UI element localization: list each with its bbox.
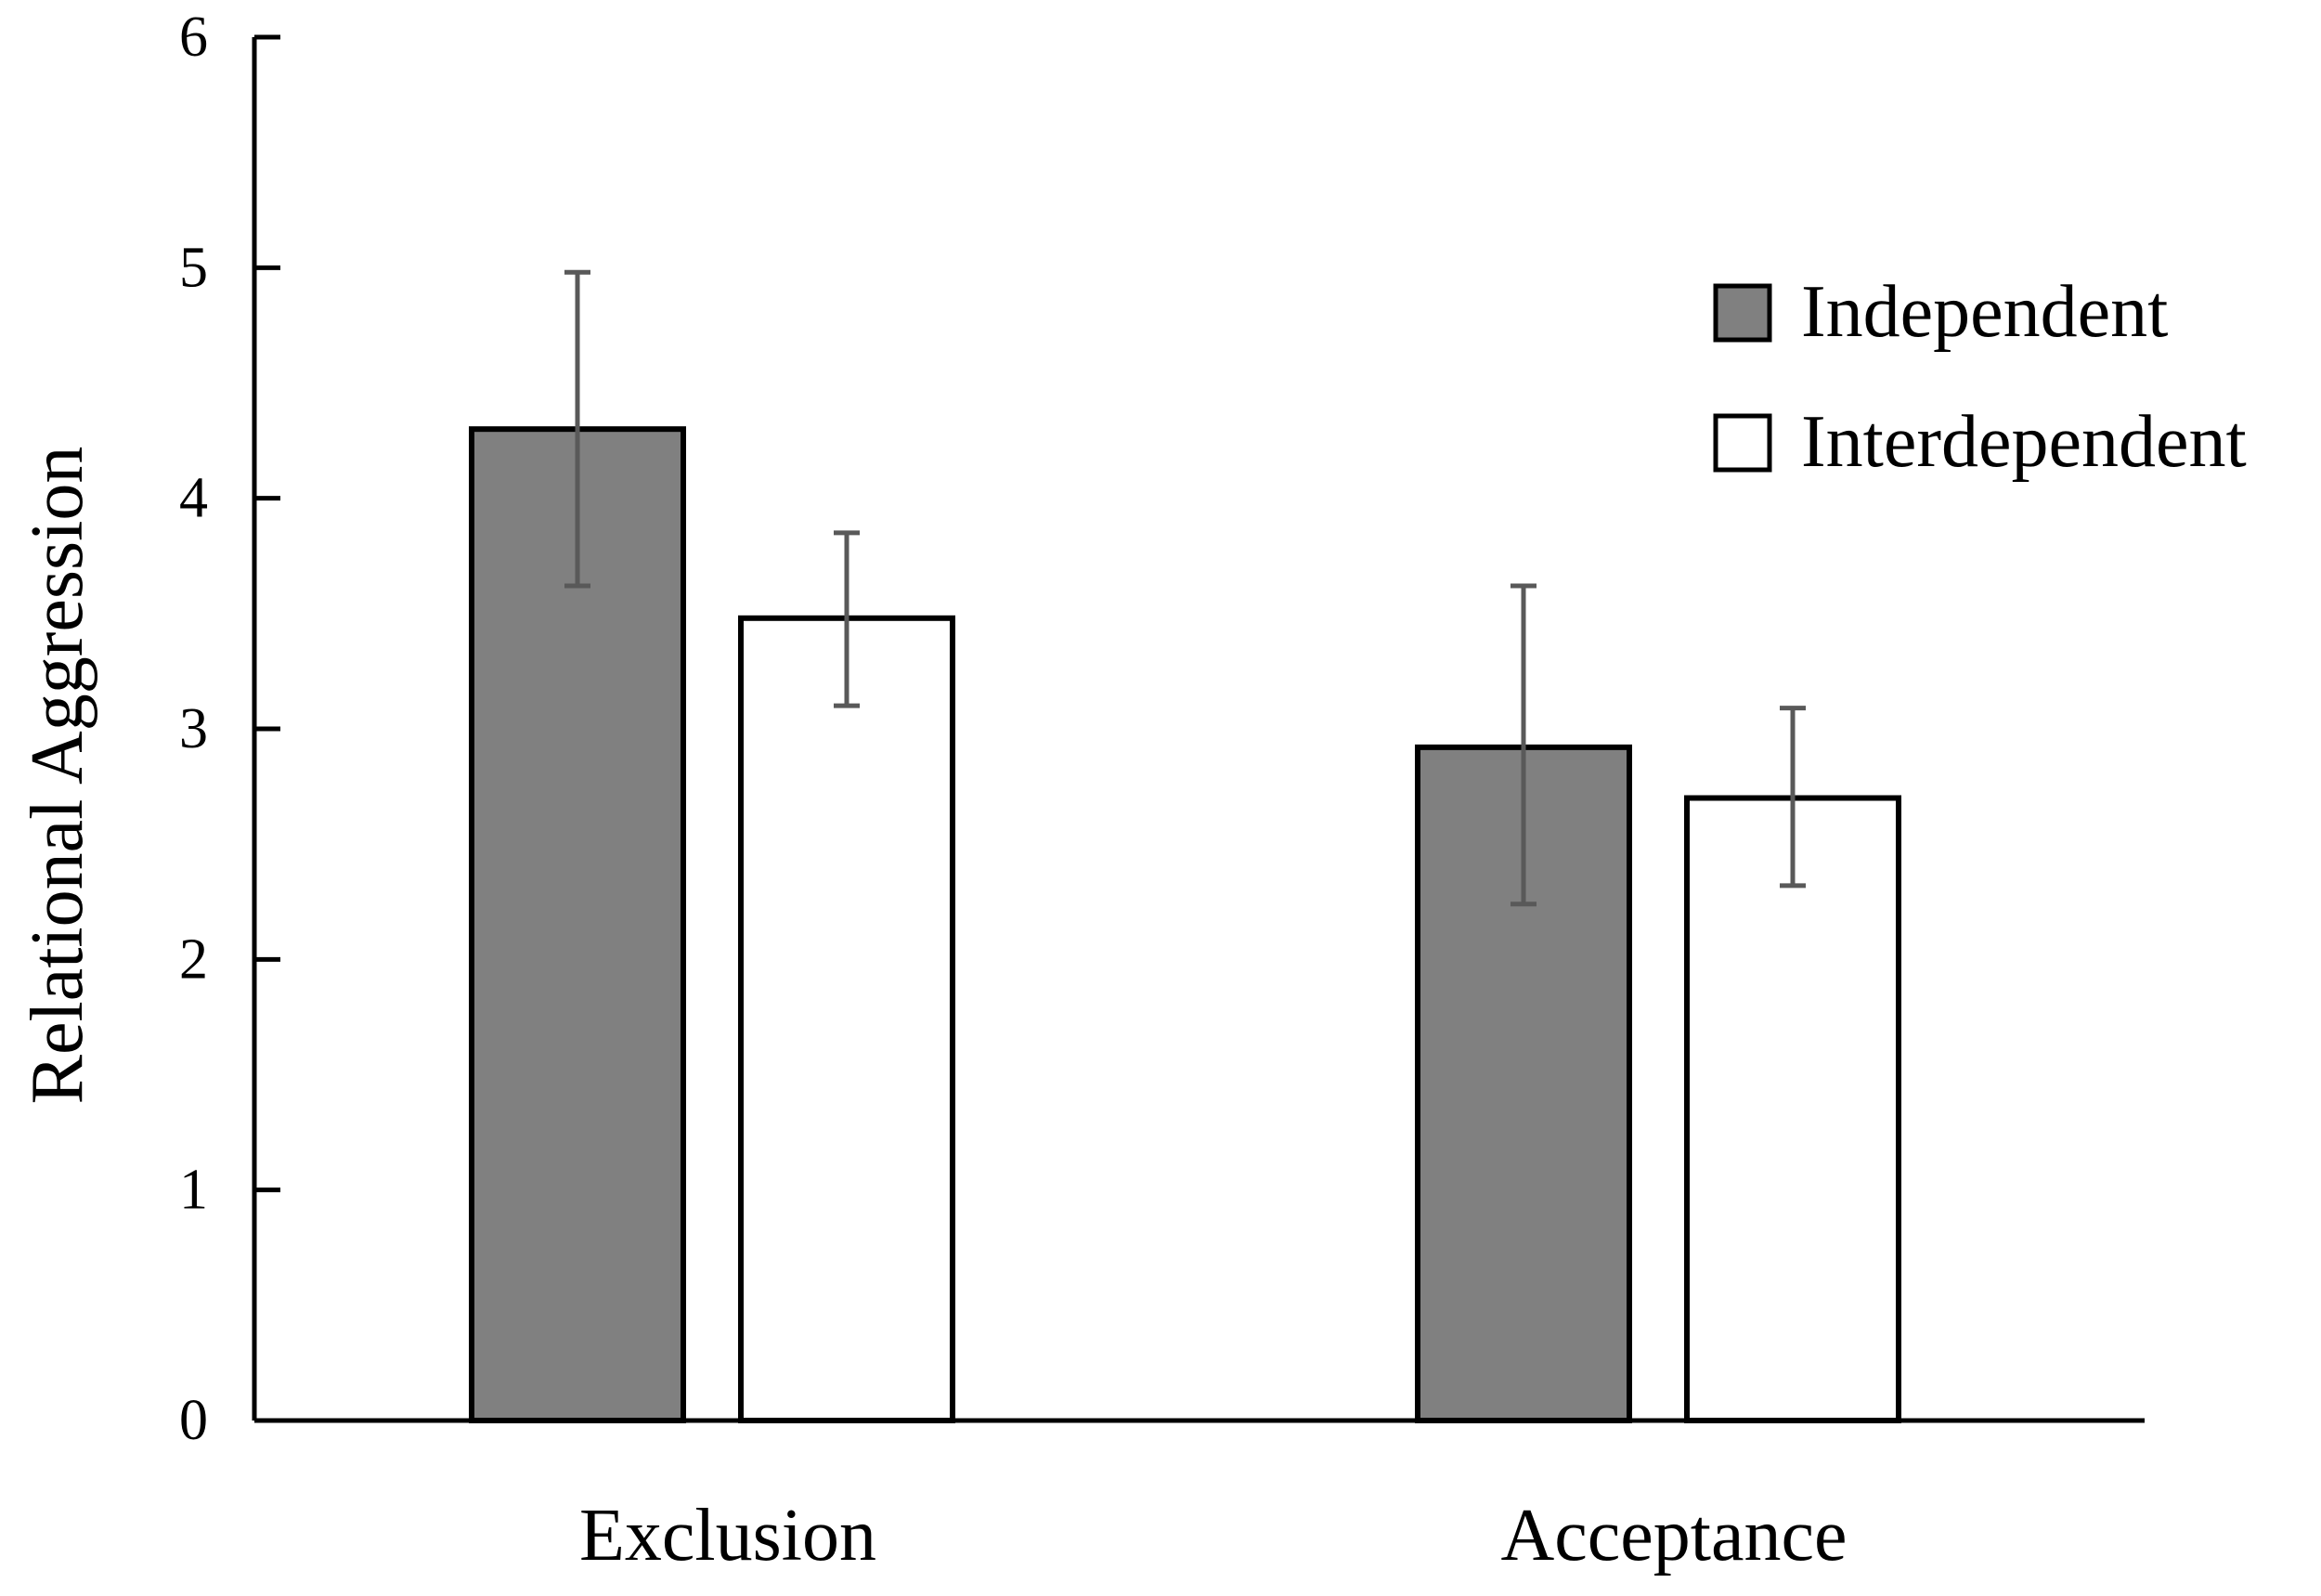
labels: 0 1 2 3 4 5 6 Relational Aggression Exclusion Acc… bbox=[17, 6, 1848, 1577]
error-bar bbox=[1780, 706, 1806, 889]
error-bars bbox=[564, 269, 1806, 907]
category-label: Acceptance bbox=[1500, 1495, 1847, 1577]
legend-item: Independent bbox=[1713, 271, 2168, 353]
y-tick-label: 2 bbox=[179, 928, 208, 991]
error-bar bbox=[834, 530, 860, 708]
legend-swatch bbox=[1713, 283, 1772, 343]
y-tick-label: 0 bbox=[179, 1389, 208, 1452]
y-tick-label: 1 bbox=[179, 1159, 208, 1222]
bar-interdependent-acceptance bbox=[1684, 795, 1901, 1423]
bar-interdependent-exclusion bbox=[738, 615, 955, 1423]
error-bar bbox=[1511, 583, 1537, 907]
error-bar bbox=[564, 269, 590, 589]
legend: Independent Interdependent bbox=[1713, 271, 2247, 483]
y-tick-label: 3 bbox=[179, 697, 208, 760]
legend-label: Independent bbox=[1801, 271, 2168, 353]
y-axis-title: Relational Aggression bbox=[17, 447, 98, 1105]
legend-swatch bbox=[1713, 413, 1772, 473]
bars bbox=[469, 426, 1901, 1424]
legend-label: Interdependent bbox=[1801, 401, 2247, 483]
y-tick-label: 4 bbox=[179, 467, 208, 530]
legend-item: Interdependent bbox=[1713, 401, 2247, 483]
y-tick-label: 5 bbox=[179, 236, 208, 299]
bar-independent-exclusion bbox=[469, 426, 686, 1424]
category-label: Exclusion bbox=[579, 1495, 876, 1577]
y-tick-label: 6 bbox=[179, 6, 208, 69]
